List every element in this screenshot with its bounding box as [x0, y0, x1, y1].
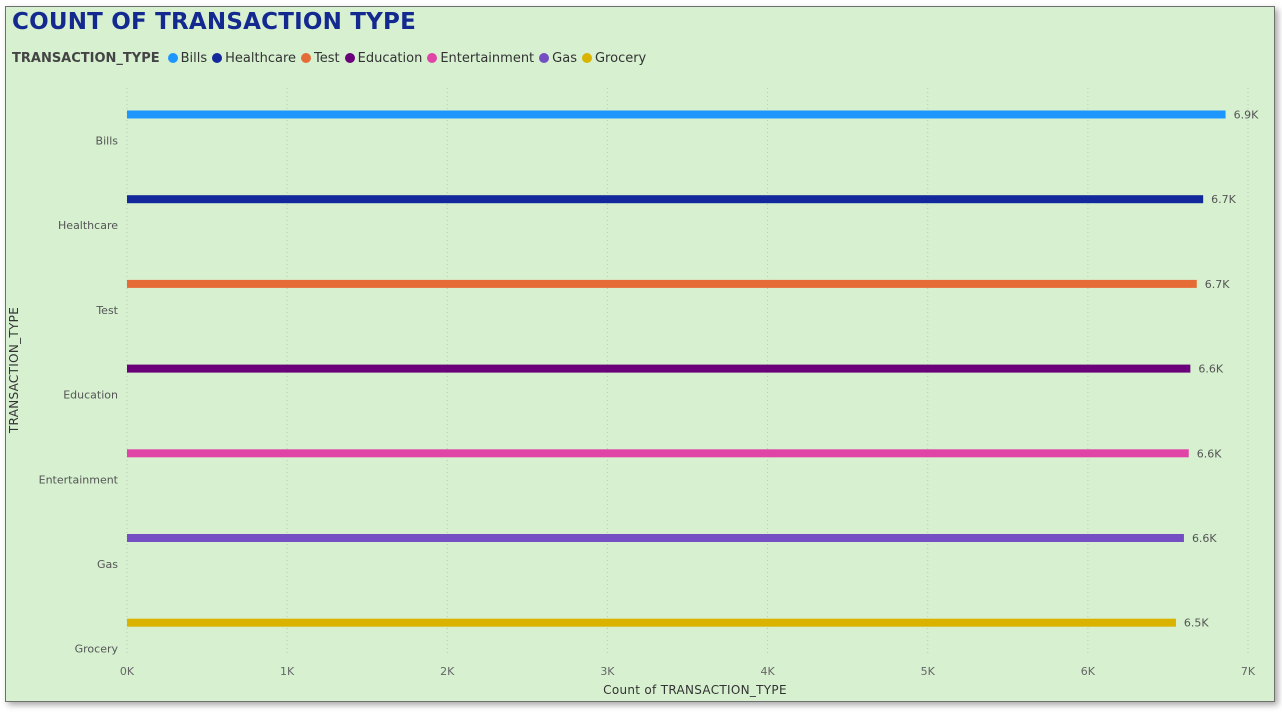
legend-label: Grocery: [594, 50, 647, 66]
x-tick-label: 3K: [600, 665, 615, 678]
data-label: 6.9K: [1234, 109, 1259, 122]
x-tick-label: 1K: [280, 665, 295, 678]
legend-dot-icon: [581, 53, 592, 63]
legend-label: Education: [357, 50, 423, 66]
data-label: 6.7K: [1211, 193, 1236, 206]
bar-bills[interactable]: [127, 110, 1226, 119]
legend-item-test[interactable]: Test: [301, 51, 340, 66]
x-axis-title: Count of TRANSACTION_TYPE: [603, 683, 787, 697]
legend-label: Gas: [552, 50, 577, 66]
x-tick-label: 4K: [760, 665, 775, 678]
legend-item-education[interactable]: Education: [344, 50, 423, 66]
bar-gas[interactable]: [127, 534, 1184, 542]
legend-item-gas[interactable]: Gas: [539, 51, 577, 66]
legend-dot-icon: [212, 53, 223, 63]
bar-entertainment[interactable]: [127, 449, 1189, 458]
y-category-label: Test: [95, 304, 118, 317]
legend-title: TRANSACTION_TYPE: [12, 50, 160, 66]
legend-dot-icon: [344, 53, 355, 63]
legend-items: Bills Healthcare Test Education Entertainmen…: [167, 50, 652, 66]
legend-dot-icon: [301, 53, 311, 63]
data-label: 6.6K: [1192, 532, 1217, 545]
legend-label: Healthcare: [225, 50, 296, 66]
legend-label: Bills: [180, 50, 208, 66]
bar-healthcare[interactable]: [127, 195, 1204, 204]
y-category-label: Education: [63, 389, 118, 402]
legend: TRANSACTION_TYPE Bills Healthcare Test Educ…: [12, 49, 651, 67]
y-category-label: Healthcare: [58, 219, 118, 232]
legend-label: Test: [314, 50, 340, 66]
x-tick-label: 2K: [440, 665, 455, 678]
chart-visual[interactable]: COUNT OF TRANSACTION TYPE TRANSACTION_TY…: [5, 6, 1275, 702]
legend-item-entertainment[interactable]: Entertainment: [427, 51, 534, 66]
y-category-label: Entertainment: [39, 473, 119, 486]
legend-item-healthcare[interactable]: Healthcare: [212, 51, 296, 66]
legend-label: Entertainment: [440, 50, 535, 66]
data-label: 6.6K: [1197, 447, 1222, 460]
y-category-label: Gas: [97, 558, 118, 571]
legend-dot-icon: [167, 53, 178, 63]
bar-test[interactable]: [127, 279, 1197, 288]
x-tick-label: 7K: [1241, 665, 1256, 678]
legend-dot-icon: [427, 53, 438, 63]
x-tick-label: 0K: [120, 665, 135, 678]
legend-dot-icon: [539, 53, 550, 63]
data-label: 6.7K: [1205, 278, 1230, 291]
data-label: 6.5K: [1184, 617, 1209, 630]
chart-title: COUNT OF TRANSACTION TYPE: [12, 9, 416, 35]
bar-grocery[interactable]: [127, 618, 1176, 627]
x-tick-label: 5K: [921, 665, 936, 678]
legend-item-bills[interactable]: Bills: [167, 50, 208, 66]
bar-education[interactable]: [127, 364, 1191, 373]
y-axis-title: TRANSACTION_TYPE: [7, 306, 21, 434]
x-tick-label: 6K: [1081, 665, 1096, 678]
legend-item-grocery[interactable]: Grocery: [581, 50, 647, 66]
data-label: 6.6K: [1198, 363, 1223, 376]
y-category-label: Grocery: [75, 643, 119, 656]
y-category-label: Bills: [96, 135, 119, 148]
